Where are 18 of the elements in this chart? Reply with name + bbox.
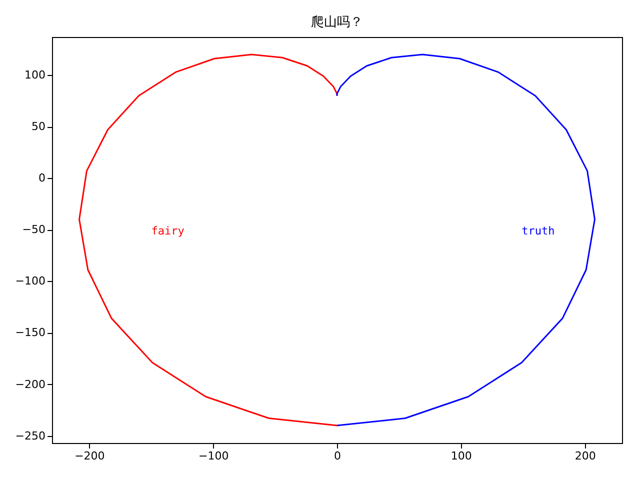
y-tick-label: −150	[15, 326, 46, 340]
line-series	[78, 54, 338, 426]
y-tick-label: −50	[22, 223, 46, 236]
x-tick-label: 0	[334, 450, 341, 462]
line-series	[336, 54, 596, 426]
text: fairy	[151, 224, 185, 238]
x-tick-label: −200	[74, 450, 105, 462]
y-tick-label: 100	[24, 68, 46, 82]
y-tick-label: −200	[15, 378, 46, 391]
chart-title: 爬山吗？	[311, 15, 363, 30]
y-tick-label: −100	[15, 274, 46, 288]
y-tick-label: −250	[15, 429, 46, 442]
x-tick-label: 200	[574, 450, 596, 462]
text: truth	[522, 224, 555, 238]
x-tick-label: −100	[198, 450, 229, 462]
y-tick-label: 0	[38, 172, 46, 185]
y-tick-label: 50	[32, 120, 46, 134]
x-tick-label: 100	[450, 450, 472, 462]
